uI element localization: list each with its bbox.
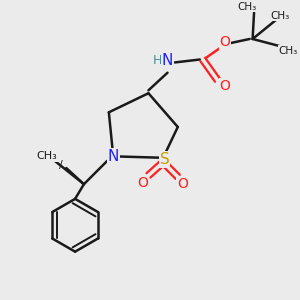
Text: CH₃: CH₃	[278, 46, 297, 56]
Text: S: S	[160, 152, 170, 167]
Text: O: O	[219, 79, 230, 93]
Text: CH₃: CH₃	[271, 11, 290, 20]
Text: O: O	[137, 176, 148, 190]
Text: H: H	[153, 54, 162, 67]
Text: CH₃: CH₃	[37, 151, 58, 161]
Text: O: O	[177, 177, 188, 191]
Text: CH₃: CH₃	[237, 2, 256, 12]
Text: N: N	[162, 53, 173, 68]
Text: N: N	[108, 149, 119, 164]
Text: O: O	[219, 35, 230, 49]
Text: /: /	[58, 160, 62, 170]
